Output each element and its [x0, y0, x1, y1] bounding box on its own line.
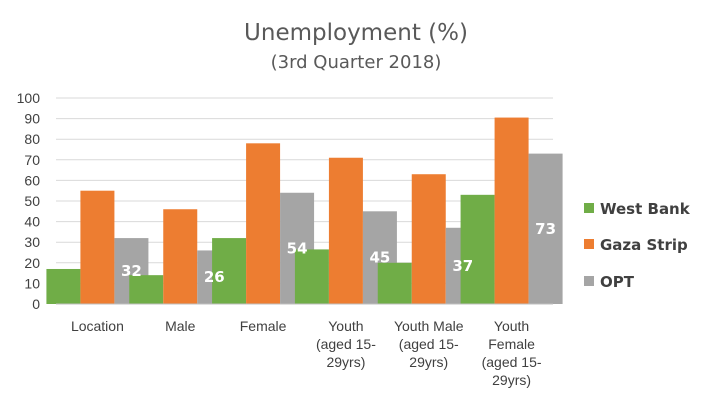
bar-west-bank — [129, 275, 164, 304]
chart-subtitle: (3rd Quarter 2018) — [271, 52, 442, 73]
y-axis: 0 10 20 30 40 50 60 70 80 90 100 — [17, 90, 41, 312]
legend-swatch — [584, 239, 594, 249]
data-label: 37 — [452, 257, 473, 275]
x-category-label: (aged 15- — [316, 336, 376, 352]
data-labels: 32 26 54 45 37 73 — [121, 220, 556, 286]
x-category-label: 29yrs) — [492, 372, 531, 388]
x-category-label: (aged 15- — [482, 354, 542, 370]
bar-west-bank — [212, 238, 247, 304]
y-tick-label: 30 — [24, 234, 40, 250]
y-tick-label: 90 — [24, 111, 40, 127]
chart-title: Unemployment (%) — [244, 20, 468, 46]
data-label: 26 — [204, 268, 225, 286]
legend-label: Gaza Strip — [600, 236, 688, 254]
bar-gaza-strip — [411, 174, 446, 304]
legend-swatch — [584, 203, 594, 213]
y-tick-label: 10 — [24, 275, 40, 291]
y-tick-label: 60 — [24, 172, 40, 188]
bar-west-bank — [294, 249, 329, 304]
legend-label: OPT — [600, 273, 635, 291]
data-label: 54 — [287, 239, 308, 257]
y-tick-label: 80 — [24, 131, 40, 147]
x-category-label: 29yrs) — [409, 354, 448, 370]
y-tick-label: 100 — [17, 90, 41, 106]
legend-label: West Bank — [600, 200, 691, 218]
y-tick-label: 0 — [32, 296, 40, 312]
bar-opt — [528, 153, 563, 304]
x-category-label: Male — [165, 318, 196, 334]
x-category-label: Female — [488, 336, 535, 352]
x-category-label: Youth Male — [394, 318, 464, 334]
data-label: 32 — [121, 262, 142, 280]
legend: West Bank Gaza Strip OPT — [584, 200, 691, 291]
x-category-label: Youth — [328, 318, 363, 334]
y-tick-label: 40 — [24, 214, 40, 230]
bar-gaza-strip — [163, 209, 198, 304]
bar-west-bank — [377, 262, 412, 304]
bar-gaza-strip — [80, 190, 115, 304]
x-category-label: Youth — [494, 318, 529, 334]
bar-west-bank — [46, 268, 81, 304]
bar-gaza-strip — [494, 117, 529, 304]
legend-swatch — [584, 276, 594, 286]
data-label: 45 — [369, 249, 390, 267]
x-axis: Location Male Female Youth (aged 15- 29yrs) Yo… — [56, 303, 553, 388]
bar-west-bank — [460, 194, 495, 304]
x-category-label: Female — [240, 318, 287, 334]
x-category-label: (aged 15- — [399, 336, 459, 352]
bars — [46, 117, 563, 304]
x-category-label: Location — [71, 318, 124, 334]
y-tick-label: 50 — [24, 193, 40, 209]
data-label: 73 — [535, 220, 556, 238]
bar-gaza-strip — [328, 157, 363, 304]
bar-gaza-strip — [246, 143, 281, 304]
y-tick-label: 20 — [24, 255, 40, 271]
y-tick-label: 70 — [24, 152, 40, 168]
x-category-label: 29yrs) — [326, 354, 365, 370]
